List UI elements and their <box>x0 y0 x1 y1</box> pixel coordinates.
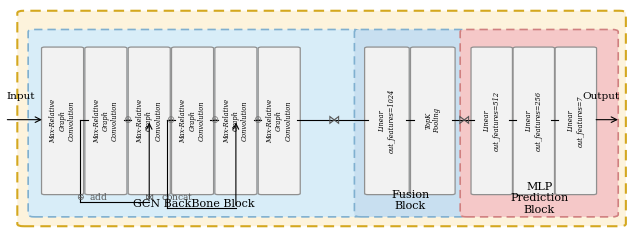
FancyBboxPatch shape <box>17 11 626 226</box>
Text: Fusion
Block: Fusion Block <box>391 190 429 211</box>
Text: Max-Relative
Graph
Convolution: Max-Relative Graph Convolution <box>93 99 119 143</box>
Text: $\oplus$: $\oplus$ <box>166 114 175 125</box>
Text: Max-Relative
Graph
Convolution: Max-Relative Graph Convolution <box>223 99 249 143</box>
Text: $\oplus$: $\oplus$ <box>209 114 219 125</box>
Text: Linear
out_features=7: Linear out_features=7 <box>567 95 584 147</box>
Text: Max-Relative
Graph
Convolution: Max-Relative Graph Convolution <box>266 99 292 143</box>
FancyBboxPatch shape <box>28 29 360 217</box>
Text: GCN BackBone Block: GCN BackBone Block <box>133 199 255 209</box>
Text: $\bowtie$  concat: $\bowtie$ concat <box>143 192 194 202</box>
Text: Linear
out_features=256: Linear out_features=256 <box>525 91 542 151</box>
Text: $\bowtie$: $\bowtie$ <box>455 113 471 126</box>
FancyBboxPatch shape <box>555 47 596 195</box>
Text: Max-Relative
Graph
Convolution: Max-Relative Graph Convolution <box>179 99 205 143</box>
FancyBboxPatch shape <box>471 47 513 195</box>
FancyBboxPatch shape <box>365 47 409 195</box>
Text: Max-Relative
Graph
Convolution: Max-Relative Graph Convolution <box>136 99 163 143</box>
FancyBboxPatch shape <box>410 47 455 195</box>
Text: $\oplus$  add: $\oplus$ add <box>76 191 108 202</box>
FancyBboxPatch shape <box>42 47 84 195</box>
FancyBboxPatch shape <box>258 47 300 195</box>
Text: MLP
Prediction
Block: MLP Prediction Block <box>510 182 568 215</box>
FancyBboxPatch shape <box>128 47 170 195</box>
Text: $\oplus$: $\oplus$ <box>123 114 132 125</box>
FancyBboxPatch shape <box>355 29 466 217</box>
FancyBboxPatch shape <box>460 29 618 217</box>
FancyBboxPatch shape <box>85 47 127 195</box>
FancyBboxPatch shape <box>215 47 257 195</box>
Text: $\oplus$: $\oplus$ <box>253 114 262 125</box>
Text: Input: Input <box>6 92 35 101</box>
Text: Linear
out_features=1024: Linear out_features=1024 <box>378 89 396 153</box>
FancyBboxPatch shape <box>513 47 554 195</box>
Text: $\bowtie$: $\bowtie$ <box>324 113 340 126</box>
FancyBboxPatch shape <box>172 47 214 195</box>
Text: Max-Relative
Graph
Convolution: Max-Relative Graph Convolution <box>49 99 76 143</box>
Text: TopK
Pooling: TopK Pooling <box>424 108 442 133</box>
Text: Linear
out_features=512: Linear out_features=512 <box>483 91 500 151</box>
Text: Output: Output <box>582 92 620 101</box>
